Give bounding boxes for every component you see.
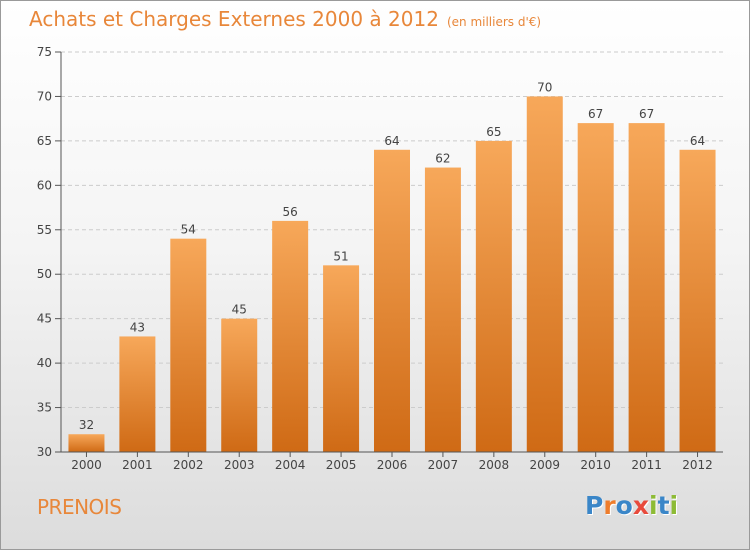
data-label: 56 [283, 205, 298, 219]
data-label: 54 [181, 223, 196, 237]
bar-2007 [424, 167, 461, 453]
data-label: 62 [435, 152, 450, 166]
data-label: 43 [130, 320, 145, 334]
x-tick-label: 2010 [580, 458, 611, 472]
chart-title: Achats et Charges Externes 2000 à 2012 (e… [29, 7, 541, 31]
y-tick-label: 40 [37, 356, 52, 370]
y-tick-label: 75 [37, 45, 52, 59]
logo-letter: t [657, 491, 670, 520]
logo-letter: r [603, 491, 616, 520]
bar-2008 [475, 140, 512, 452]
bar-2012 [679, 149, 716, 452]
y-tick-label: 45 [37, 312, 52, 326]
x-tick-label: 2000 [71, 458, 102, 472]
bar-2006 [374, 149, 410, 452]
y-tick-label: 55 [37, 223, 52, 237]
y-tick-label: 35 [37, 401, 52, 415]
x-tick-label: 2009 [529, 458, 560, 472]
y-tick-label: 60 [37, 178, 52, 192]
logo-letter: i [649, 491, 658, 520]
x-tick-label: 2001 [122, 458, 153, 472]
logo-letter: P [585, 491, 604, 520]
data-label: 67 [639, 107, 654, 121]
chart-subtitle: (en milliers d'€) [446, 15, 542, 29]
bar-2000 [68, 434, 105, 452]
data-label: 65 [486, 125, 501, 139]
bar-2003 [221, 318, 258, 452]
bar-2009 [526, 96, 563, 452]
data-label: 70 [537, 80, 552, 94]
bar-2004 [272, 220, 309, 452]
bar-2005 [323, 265, 360, 452]
x-tick-label: 2006 [377, 458, 408, 472]
chart-title-text: Achats et Charges Externes 2000 à 2012 [29, 7, 439, 31]
bar-2002 [170, 238, 207, 452]
bar-2001 [119, 336, 156, 452]
x-tick-label: 2012 [682, 458, 713, 472]
data-label: 64 [690, 134, 705, 148]
data-label: 45 [232, 303, 247, 317]
x-tick-label: 2008 [479, 458, 510, 472]
data-label: 64 [384, 134, 399, 148]
x-tick-label: 2003 [224, 458, 255, 472]
y-tick-label: 70 [37, 89, 52, 103]
axes: 30 35 40 45 50 55 60 65 70 75 2000 2001 2002 2003 2004… [37, 45, 723, 472]
data-label: 32 [79, 418, 94, 432]
x-tick-label: 2007 [428, 458, 459, 472]
logo-letter: o [615, 491, 633, 520]
town-name: PRENOIS [37, 495, 122, 519]
bar-2011 [628, 123, 665, 452]
y-tick-label: 65 [37, 134, 52, 148]
logo-letter: i [669, 491, 679, 520]
logo-letter: x [632, 491, 649, 520]
bars [68, 96, 716, 453]
x-tick-label: 2002 [173, 458, 204, 472]
bar-2010 [577, 123, 614, 452]
data-labels: 32 43 54 45 56 51 64 62 65 70 67 67 64 [79, 80, 705, 432]
data-label: 67 [588, 107, 603, 121]
proxiti-logo: Proxiti [585, 491, 678, 520]
x-tick-label: 2004 [275, 458, 306, 472]
data-label: 51 [333, 249, 348, 263]
y-tick-label: 50 [37, 267, 52, 281]
x-tick-label: 2005 [326, 458, 357, 472]
y-tick-label: 30 [37, 445, 52, 459]
x-tick-label: 2011 [631, 458, 662, 472]
